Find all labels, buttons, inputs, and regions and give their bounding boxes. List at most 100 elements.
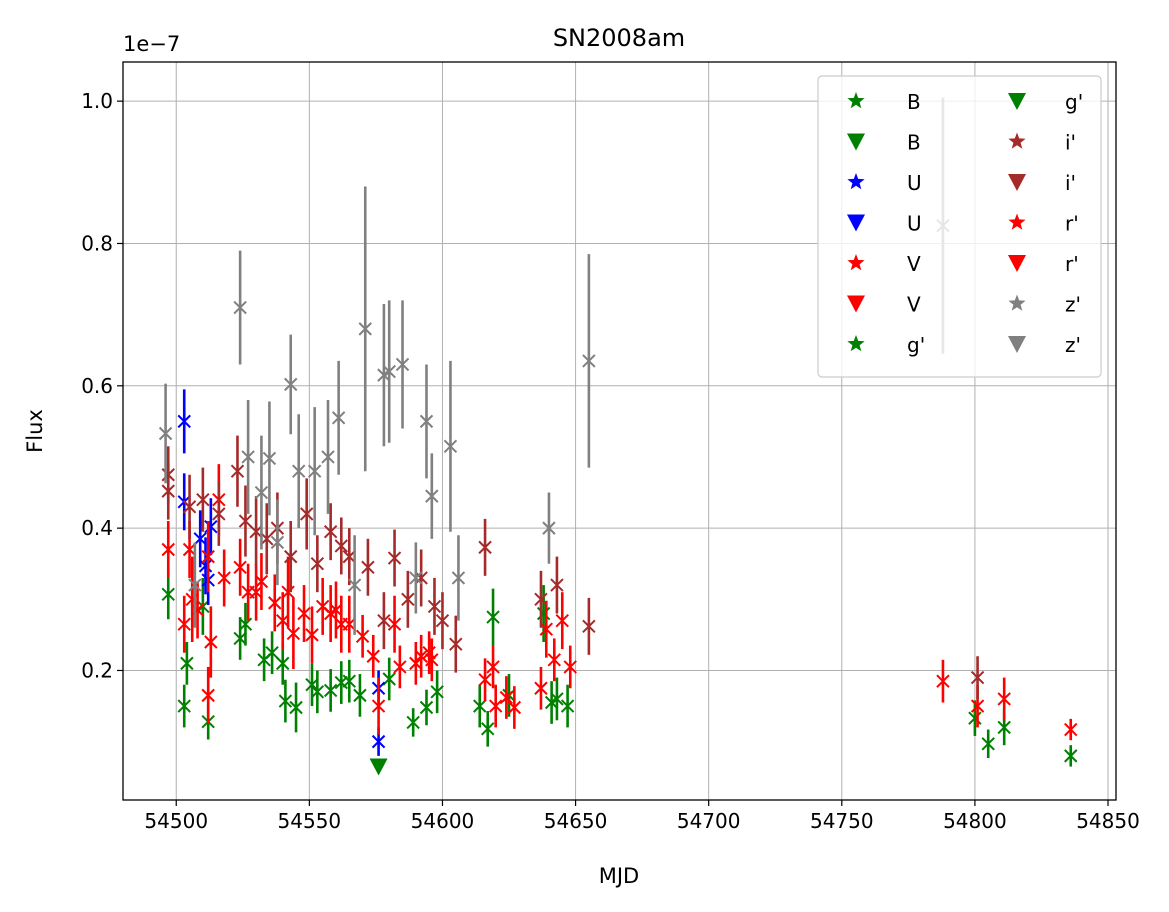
- x-marker: [443, 439, 458, 454]
- legend-label: z': [1065, 333, 1081, 357]
- x-marker: [371, 734, 386, 749]
- y-tick-label: 0.4: [81, 516, 113, 540]
- data-point: [478, 518, 492, 576]
- x-marker: [419, 700, 434, 715]
- x-marker: [358, 322, 372, 336]
- y-tick-label: 0.8: [81, 231, 113, 255]
- data-point: [936, 659, 950, 703]
- data-point: [262, 401, 277, 516]
- data-point: [284, 334, 298, 435]
- x-marker: [291, 464, 306, 478]
- data-point: [260, 503, 274, 575]
- x-marker: [334, 539, 349, 553]
- x-marker: [393, 660, 407, 674]
- data-point: [449, 615, 463, 673]
- legend-label: g': [1065, 90, 1083, 114]
- x-marker: [1064, 722, 1078, 737]
- data-point: [212, 481, 226, 546]
- data-point: [473, 684, 487, 728]
- x-marker: [204, 635, 218, 649]
- x-marker: [499, 690, 514, 705]
- x-marker: [241, 450, 255, 464]
- data-point: [289, 682, 303, 733]
- axis-layer: 54500 54550 54600 54650 54700 54750 54800 54850…: [81, 89, 1140, 833]
- data-point: [377, 592, 391, 650]
- legend-frame: [817, 75, 1102, 378]
- data-point: [451, 535, 466, 621]
- x-marker: [180, 656, 194, 671]
- x-marker: [473, 699, 487, 713]
- x-tick-label: 54850: [1076, 809, 1140, 833]
- data-point: [342, 659, 356, 703]
- star-icon: [847, 254, 865, 271]
- data-point: [387, 529, 402, 587]
- x-marker: [449, 637, 463, 651]
- x-marker: [265, 645, 279, 660]
- data-point: [393, 645, 407, 689]
- x-marker: [550, 578, 564, 592]
- data-point: [478, 658, 492, 702]
- legend-label: r': [1065, 212, 1079, 236]
- y-tick-label: 1.0: [81, 89, 113, 113]
- data-point: [286, 597, 301, 670]
- data-point: [539, 600, 553, 658]
- x-marker: [284, 377, 298, 392]
- x-tick-label: 54650: [544, 809, 608, 833]
- x-marker: [297, 606, 311, 621]
- data-point: [997, 677, 1011, 721]
- legend-entry: z': [1008, 333, 1081, 357]
- data-point: [563, 645, 577, 689]
- data-point: [550, 677, 564, 721]
- x-tick-label: 54500: [144, 809, 208, 833]
- x-marker: [284, 549, 298, 564]
- triangle-icon: [847, 214, 865, 232]
- x-marker: [478, 540, 492, 555]
- data-point: [177, 595, 191, 653]
- data-point: [419, 689, 434, 726]
- x-marker: [361, 560, 375, 574]
- x-marker: [478, 673, 492, 687]
- x-marker: [270, 535, 285, 550]
- x-marker: [419, 414, 434, 429]
- x-marker: [305, 628, 319, 642]
- x-marker: [310, 685, 325, 699]
- x-marker: [582, 619, 596, 634]
- x-marker: [425, 653, 439, 667]
- x-marker: [377, 613, 391, 628]
- x-marker: [542, 521, 556, 535]
- data-point: [201, 666, 215, 724]
- x-marker: [401, 592, 415, 607]
- data-layer: [158, 97, 1078, 776]
- data-point: [230, 435, 245, 507]
- x-marker: [347, 578, 362, 592]
- x-marker: [427, 599, 442, 614]
- data-point: [507, 686, 522, 729]
- data-point: [406, 708, 420, 737]
- x-marker: [486, 610, 500, 624]
- y-tick-label: 0.2: [81, 658, 113, 682]
- x-marker: [196, 492, 210, 507]
- data-point: [395, 300, 410, 429]
- x-marker: [406, 715, 420, 730]
- x-marker: [366, 649, 380, 663]
- data-point: [299, 478, 314, 550]
- data-point: [409, 542, 423, 614]
- x-marker: [161, 587, 175, 602]
- legend-entry: V: [847, 293, 921, 317]
- data-point: [486, 588, 500, 646]
- x-marker: [238, 617, 253, 631]
- x-marker: [182, 542, 197, 557]
- x-marker: [161, 542, 175, 557]
- data-point: [427, 577, 442, 635]
- x-marker: [507, 700, 522, 715]
- x-marker: [331, 411, 346, 425]
- data-point: [281, 556, 295, 628]
- x-marker: [307, 464, 322, 478]
- data-point: [334, 517, 349, 575]
- x-marker: [276, 656, 290, 671]
- x-marker: [158, 426, 173, 441]
- x-marker: [970, 699, 985, 713]
- data-point: [353, 674, 367, 717]
- data-point: [347, 535, 362, 635]
- data-point: [547, 638, 561, 682]
